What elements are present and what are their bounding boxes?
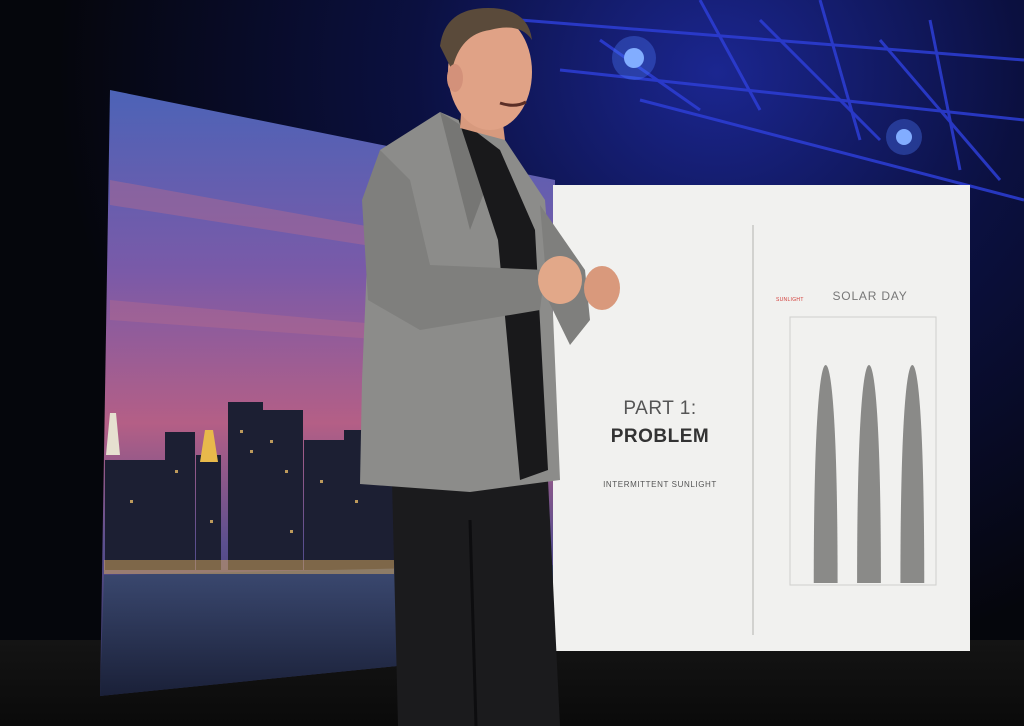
- slide-divider: [752, 225, 754, 635]
- slide-problem-title: PROBLEM: [610, 426, 710, 447]
- speaker-head: [448, 14, 532, 130]
- slide-subtitle: INTERMITTENT SUNLIGHT: [603, 480, 717, 489]
- sunlight-peak-1: [813, 365, 838, 583]
- speaker-hair: [440, 8, 532, 70]
- speaker-left-arm: [362, 150, 545, 330]
- sunlight-peak-3: [900, 365, 925, 583]
- speaker-figure: [360, 8, 620, 726]
- solar-day-chart: [789, 316, 937, 586]
- speaker-hand-right: [584, 266, 620, 310]
- stage-light-right: [896, 129, 912, 145]
- skyline-buildings: [105, 402, 394, 570]
- speaker-hand-left: [538, 256, 582, 304]
- chart-frame: [789, 316, 937, 586]
- slide-part-heading: PART 1:: [623, 398, 697, 419]
- solar-day-title: SOLAR DAY: [832, 289, 908, 303]
- stage-light-left: [624, 48, 644, 68]
- sunlight-peak-2: [857, 365, 881, 583]
- lighting-truss: [519, 0, 1024, 202]
- speaker-trousers: [392, 480, 560, 726]
- sunlight-legend-label: SUNLIGHT: [776, 297, 804, 303]
